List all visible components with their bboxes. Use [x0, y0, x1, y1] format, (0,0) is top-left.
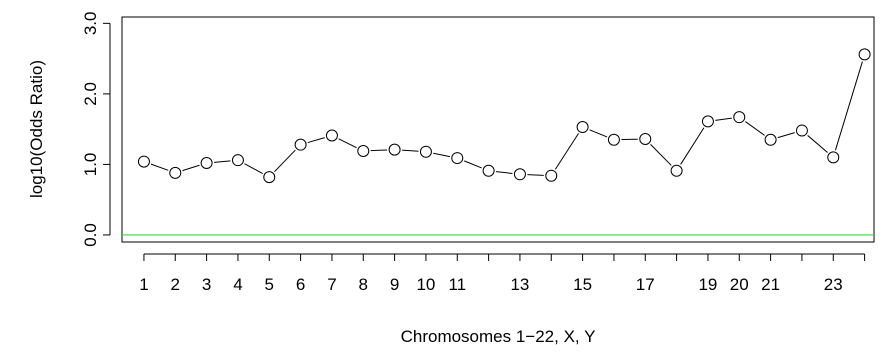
data-point	[513, 168, 526, 181]
data-point	[858, 48, 871, 61]
data-point	[576, 121, 589, 134]
data-point	[451, 152, 464, 165]
y-axis: 0.0 1.0 2.0 3.0	[81, 12, 111, 247]
line-segment	[554, 133, 579, 170]
line-segment	[338, 138, 357, 149]
x-tick-label: 4	[233, 275, 242, 294]
line-segment	[464, 160, 482, 169]
data-point	[795, 124, 808, 137]
x-tick-label: 5	[265, 275, 274, 294]
data-point	[357, 145, 370, 158]
y-tick-label: 0.0	[81, 223, 100, 247]
data-point	[701, 115, 714, 128]
data-point	[388, 143, 401, 156]
data-point	[137, 155, 150, 168]
data-point	[670, 164, 683, 177]
data-point	[545, 169, 558, 182]
line-segment	[745, 121, 765, 136]
y-tick-label: 3.0	[81, 12, 100, 36]
x-tick-label: 13	[510, 275, 529, 294]
x-tick-label: 7	[327, 275, 336, 294]
data-point	[263, 171, 276, 184]
line-segment	[307, 137, 325, 144]
data-point	[294, 138, 307, 151]
line-segment	[150, 163, 169, 171]
line-segment	[589, 129, 608, 138]
x-tick-label: 15	[573, 275, 592, 294]
series-line	[150, 61, 863, 176]
x-tick-label: 23	[824, 275, 843, 294]
data-point	[325, 129, 338, 142]
data-point	[231, 154, 244, 167]
data-point	[607, 133, 620, 146]
line-segment	[834, 61, 863, 151]
line-segment	[433, 152, 451, 158]
x-tick-label: 10	[416, 275, 435, 294]
line-segment	[715, 117, 732, 121]
data-point	[733, 111, 746, 124]
data-points	[137, 48, 871, 184]
plot-frame	[121, 16, 875, 243]
x-axis: 1 2 3 4 5 6 7 8 9 10 11 13 15 17 19 20 21 23	[139, 253, 866, 294]
line-segment	[527, 174, 544, 176]
line-segment	[777, 132, 795, 139]
line-segment	[495, 171, 513, 174]
x-tick-label: 1	[139, 275, 148, 294]
x-tick-label: 21	[761, 275, 780, 294]
line-segment	[182, 164, 200, 172]
data-point	[169, 166, 182, 179]
x-tick-label: 8	[359, 275, 368, 294]
line-segment	[370, 149, 388, 152]
x-tick-label: 3	[202, 275, 211, 294]
line-segment	[807, 135, 828, 153]
x-tick-label: 19	[698, 275, 717, 294]
x-axis-label: Chromosomes 1−22, X, Y	[401, 327, 596, 346]
line-segment	[650, 144, 672, 166]
x-tick-label: 11	[448, 275, 466, 294]
y-axis-label: log10(Odds Ratio)	[27, 60, 46, 198]
data-point	[764, 133, 777, 146]
data-point	[827, 151, 840, 164]
x-tick-label: 20	[730, 275, 749, 294]
line-segment	[402, 149, 419, 152]
line-segment	[274, 149, 296, 173]
data-point	[482, 164, 495, 177]
y-tick-label: 1.0	[81, 153, 100, 177]
x-tick-label: 17	[636, 275, 655, 294]
data-point	[200, 157, 213, 170]
y-tick-label: 2.0	[81, 82, 100, 106]
x-tick-label: 2	[171, 275, 180, 294]
x-tick-label: 6	[296, 275, 305, 294]
data-point	[639, 133, 652, 146]
x-tick-label: 9	[390, 275, 399, 294]
line-segment	[214, 160, 231, 163]
line-segment	[680, 127, 705, 165]
line-segment	[244, 163, 263, 174]
data-point	[419, 145, 432, 158]
